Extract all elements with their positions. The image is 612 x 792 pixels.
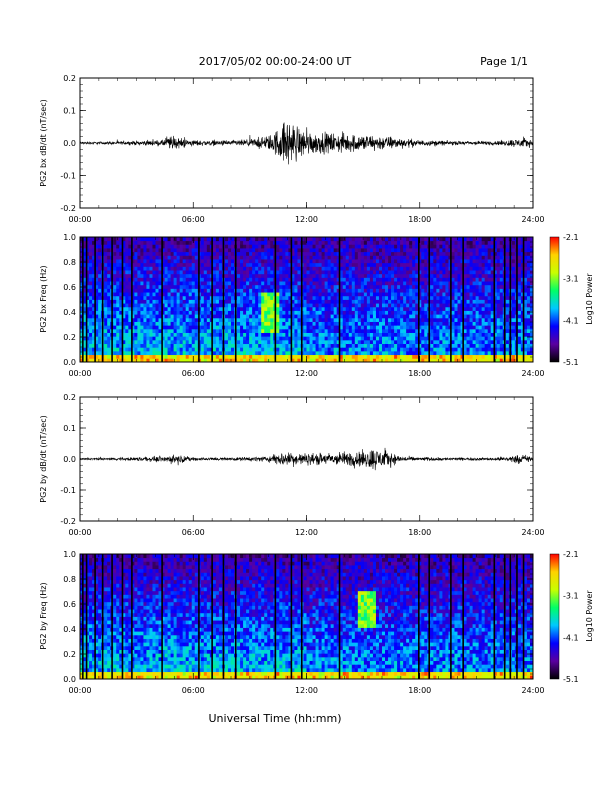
panel-bx-dbdt-ytick-label: 0.1 bbox=[63, 107, 76, 116]
panel-bx-spectrogram-xtick-label: 00:00 bbox=[68, 369, 91, 378]
panel-bx-spectrogram-xtick-label: 12:00 bbox=[295, 369, 318, 378]
panel-bx-dbdt-ytick-label: 0.2 bbox=[63, 74, 76, 83]
panel-bx-spectrogram-colorbar-tick: -2.1 bbox=[563, 233, 579, 242]
panel-by-spectrogram-xtick-label: 18:00 bbox=[408, 686, 431, 695]
panel-bx-dbdt-xtick-label: 06:00 bbox=[182, 215, 205, 224]
panel-bx-dbdt-ytick-label: -0.2 bbox=[60, 204, 76, 213]
panel-by-spectrogram-ytick-label: 0.2 bbox=[63, 650, 76, 659]
panel-by-spectrogram-colorbar-tick: -3.1 bbox=[563, 592, 579, 601]
panel-by-spectrogram-ytick-label: 0.4 bbox=[63, 625, 76, 634]
panel-by-spectrogram-frame bbox=[79, 553, 534, 680]
panel-bx-spectrogram: PG2 bx Freq (Hz) 0.0 0.2 0.4 0.6 0.8 1.0 00:00… bbox=[39, 233, 594, 378]
panel-by-spectrogram-ytick-label: 0.6 bbox=[63, 600, 76, 609]
panel-by-dbdt-frame bbox=[79, 396, 534, 522]
panel-by-spectrogram-xtick-label: 06:00 bbox=[182, 686, 205, 695]
colorbar-bx: -2.1 -3.1 -4.1 -5.1 Log10 Power bbox=[549, 233, 594, 367]
panel-bx-spectrogram-ytick-label: 1.0 bbox=[63, 233, 76, 242]
panel-by-dbdt-ytick-label: 0.1 bbox=[63, 424, 76, 433]
panel-bx-spectrogram-colorbar-tick: -5.1 bbox=[563, 358, 579, 367]
panel-by-dbdt-xtick-label: 12:00 bbox=[295, 528, 318, 537]
panel-bx-spectrogram-ytick-label: 0.6 bbox=[63, 283, 76, 292]
panel-bx-dbdt-xtick-label: 00:00 bbox=[68, 215, 91, 224]
panel-by-dbdt: PG2 by dB/dt (nT/sec) -0.2 -0.1 0.0 0.1 0.2 0… bbox=[39, 393, 545, 537]
panel-by-dbdt-ylabel: PG2 by dB/dt (nT/sec) bbox=[39, 415, 48, 502]
panel-bx-dbdt-ylabel: PG2 bx dB/dt (nT/sec) bbox=[39, 99, 48, 186]
panel-bx-spectrogram-ytick-label: 0.2 bbox=[63, 333, 76, 342]
panel-bx-dbdt-xtick-label: 18:00 bbox=[408, 215, 431, 224]
panel-by-spectrogram-xtick-label: 00:00 bbox=[68, 686, 91, 695]
panel-by-spectrogram-colorbar-tick: -4.1 bbox=[563, 633, 579, 642]
panel-by-dbdt-trace bbox=[79, 447, 534, 471]
panel-by-dbdt-xtick-label: 18:00 bbox=[408, 528, 431, 537]
panel-by-dbdt-ytick-label: 0.2 bbox=[63, 393, 76, 402]
panel-bx-dbdt-frame bbox=[79, 77, 534, 209]
page-number: Page 1/1 bbox=[480, 55, 528, 68]
panel-by-dbdt-xtick-label: 00:00 bbox=[68, 528, 91, 537]
panel-by-spectrogram-colorbar-tick: -2.1 bbox=[563, 550, 579, 559]
panel-bx-spectrogram-frame bbox=[79, 236, 534, 363]
panel-by-spectrogram-xtick-label: 24:00 bbox=[521, 686, 544, 695]
panel-by-spectrogram-colorbar-tick: -5.1 bbox=[563, 675, 579, 684]
x-axis-title: Universal Time (hh:mm) bbox=[209, 712, 342, 725]
panel-by-dbdt-xtick-label: 06:00 bbox=[182, 528, 205, 537]
panel-bx-spectrogram-xtick-label: 18:00 bbox=[408, 369, 431, 378]
panel-by-spectrogram-ytick-label: 1.0 bbox=[63, 550, 76, 559]
colorbar-by: -2.1 -3.1 -4.1 -5.1 Log10 Power bbox=[549, 550, 594, 684]
panel-bx-spectrogram-ytick-label: 0.0 bbox=[63, 358, 76, 367]
panel-bx-dbdt-xtick-label: 12:00 bbox=[295, 215, 318, 224]
panel-bx-dbdt-ytick-label: -0.1 bbox=[60, 172, 76, 181]
panel-bx-dbdt: PG2 bx dB/dt (nT/sec) -0.2 -0.1 0.0 0.1 0.2 0… bbox=[39, 74, 545, 224]
panel-bx-spectrogram-colorbar-tick: -4.1 bbox=[563, 316, 579, 325]
panel-bx-spectrogram-colorbar-tick: -3.1 bbox=[563, 275, 579, 284]
colorbar-bx-label: Log10 Power bbox=[585, 273, 594, 325]
panel-bx-spectrogram-xtick-label: 24:00 bbox=[521, 369, 544, 378]
panel-by-spectrogram-ytick-label: 0.8 bbox=[63, 575, 76, 584]
panel-by-dbdt-xtick-label: 24:00 bbox=[521, 528, 544, 537]
panel-by-dbdt-ytick-label: -0.1 bbox=[60, 486, 76, 495]
panel-bx-spectrogram-ytick-label: 0.8 bbox=[63, 258, 76, 267]
panel-bx-dbdt-xtick-label: 24:00 bbox=[521, 215, 544, 224]
panel-bx-spectrogram-ylabel: PG2 bx Freq (Hz) bbox=[39, 265, 48, 332]
page-title: 2017/05/02 00:00-24:00 UT bbox=[199, 55, 352, 68]
panel-by-spectrogram-ylabel: PG2 by Freq (Hz) bbox=[39, 582, 48, 649]
colorbar-by-label: Log10 Power bbox=[585, 590, 594, 642]
panel-by-spectrogram-xtick-label: 12:00 bbox=[295, 686, 318, 695]
panel-by-spectrogram: PG2 by Freq (Hz) 0.0 0.2 0.4 0.6 0.8 1.0 00:00… bbox=[39, 550, 594, 695]
panel-bx-spectrogram-ytick-label: 0.4 bbox=[63, 308, 76, 317]
panel-bx-spectrogram-xtick-label: 06:00 bbox=[182, 369, 205, 378]
panel-by-dbdt-ytick-label: -0.2 bbox=[60, 517, 76, 526]
panel-by-spectrogram-ytick-label: 0.0 bbox=[63, 675, 76, 684]
panel-by-dbdt-ytick-label: 0.0 bbox=[63, 455, 76, 464]
panel-bx-dbdt-ytick-label: 0.0 bbox=[63, 139, 76, 148]
panel-bx-dbdt-trace bbox=[79, 122, 534, 165]
